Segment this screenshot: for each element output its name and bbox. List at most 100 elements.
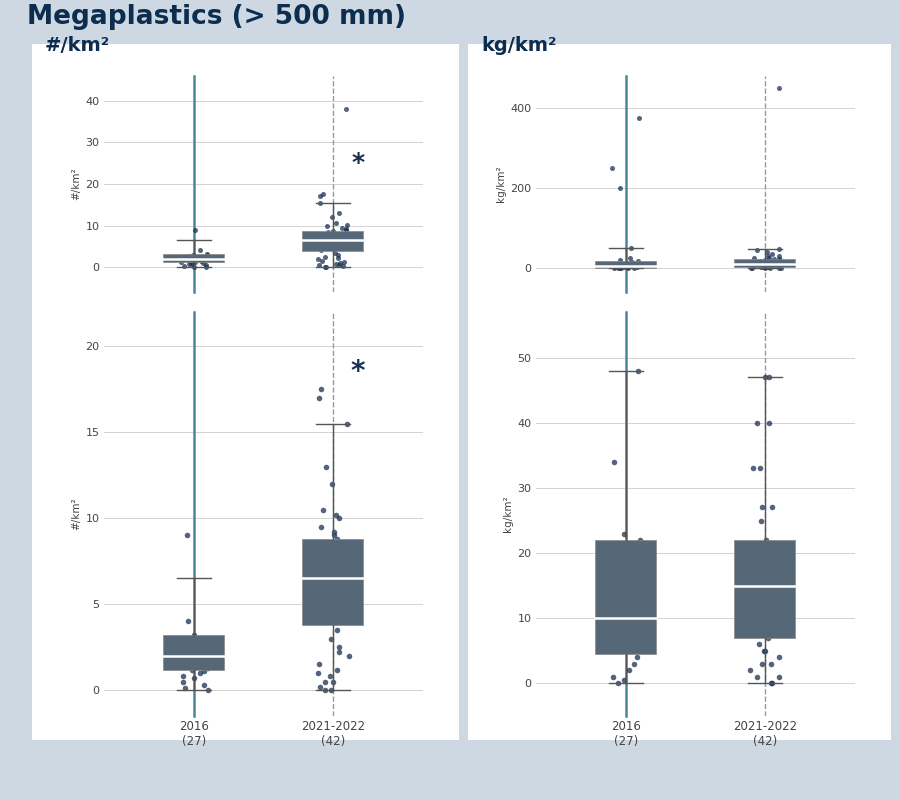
Point xyxy=(773,254,788,266)
Point xyxy=(626,259,640,272)
Point xyxy=(331,248,346,261)
Point xyxy=(338,256,352,269)
Point xyxy=(772,250,787,262)
Point xyxy=(319,261,333,274)
Point xyxy=(630,651,644,664)
Point xyxy=(332,641,347,654)
Bar xyxy=(163,635,224,670)
Point xyxy=(328,233,343,246)
Point xyxy=(757,260,771,273)
Point xyxy=(332,606,347,619)
Point xyxy=(618,599,633,612)
Point xyxy=(633,534,647,546)
Point xyxy=(195,257,210,270)
Point xyxy=(187,672,202,685)
Point xyxy=(329,217,344,230)
Point xyxy=(309,563,323,576)
Point xyxy=(201,632,215,645)
Point xyxy=(759,259,773,272)
Point xyxy=(747,259,761,272)
Point xyxy=(758,259,772,272)
Point xyxy=(330,251,345,264)
Point xyxy=(622,554,636,566)
Point xyxy=(755,658,770,670)
Point xyxy=(181,636,195,649)
Point xyxy=(312,196,327,209)
Point xyxy=(616,258,630,271)
Point xyxy=(747,560,761,573)
Point xyxy=(332,206,347,219)
Point xyxy=(325,211,339,224)
Point xyxy=(759,540,773,553)
Point xyxy=(184,258,199,270)
Point xyxy=(762,251,777,264)
Point xyxy=(199,258,213,271)
Point xyxy=(767,253,781,266)
Point xyxy=(339,218,354,231)
Point xyxy=(761,261,776,274)
Point xyxy=(772,82,787,94)
Point xyxy=(312,658,327,671)
Point xyxy=(771,651,786,664)
Point xyxy=(621,664,635,677)
Point xyxy=(631,612,645,625)
Point xyxy=(773,262,788,274)
Point xyxy=(764,254,778,267)
Point xyxy=(334,550,348,562)
Point xyxy=(772,262,787,274)
Point xyxy=(626,592,641,605)
Point xyxy=(194,250,208,263)
Point xyxy=(764,658,778,670)
Point xyxy=(761,416,776,429)
Point xyxy=(605,162,619,174)
Point xyxy=(323,238,338,250)
Point xyxy=(607,455,621,468)
Point xyxy=(316,188,330,201)
Point xyxy=(621,631,635,644)
Point xyxy=(326,224,340,237)
Bar xyxy=(595,261,656,267)
Point xyxy=(765,677,779,690)
Point xyxy=(184,256,199,269)
Point xyxy=(751,540,765,553)
Point xyxy=(320,555,334,568)
Point xyxy=(311,391,326,404)
Point xyxy=(314,244,328,257)
Point xyxy=(627,658,642,670)
Point xyxy=(176,648,190,661)
Point xyxy=(184,663,199,676)
Point xyxy=(200,248,214,261)
Point xyxy=(753,462,768,474)
Point xyxy=(617,259,632,272)
Point xyxy=(768,566,782,579)
Point xyxy=(619,573,634,586)
Point xyxy=(329,663,344,676)
Point xyxy=(774,256,788,269)
Point xyxy=(327,675,341,688)
Point xyxy=(187,629,202,642)
Point xyxy=(314,383,328,396)
Point xyxy=(748,579,762,592)
Point xyxy=(336,572,350,585)
Point xyxy=(338,228,352,241)
Point xyxy=(338,103,353,116)
Point xyxy=(324,684,338,697)
Point xyxy=(181,250,195,262)
Point xyxy=(324,478,338,490)
Point xyxy=(770,259,784,272)
Point xyxy=(315,254,329,267)
Bar xyxy=(163,254,224,262)
Point xyxy=(197,665,211,678)
Point xyxy=(618,260,633,273)
Point xyxy=(748,256,762,269)
Point xyxy=(189,654,203,667)
Point xyxy=(742,599,757,612)
Point xyxy=(315,227,329,240)
Point xyxy=(331,258,346,271)
Point xyxy=(181,253,195,266)
Point xyxy=(606,670,620,683)
Y-axis label: #/km²: #/km² xyxy=(71,168,81,200)
Y-axis label: kg/km²: kg/km² xyxy=(503,496,513,532)
Point xyxy=(188,223,202,236)
Point xyxy=(178,251,193,264)
